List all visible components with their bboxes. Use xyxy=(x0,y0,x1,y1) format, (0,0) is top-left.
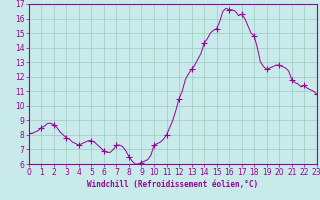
X-axis label: Windchill (Refroidissement éolien,°C): Windchill (Refroidissement éolien,°C) xyxy=(87,180,258,189)
